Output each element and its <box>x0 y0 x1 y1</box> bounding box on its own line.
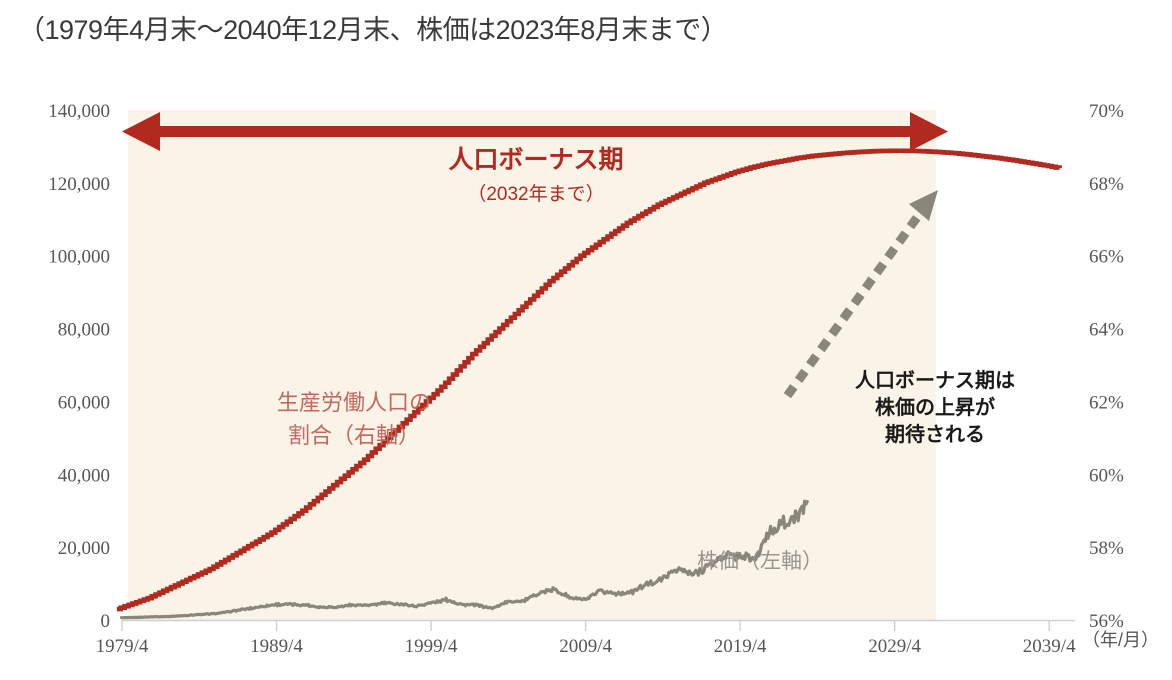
right-axis-tick-label: 56% <box>1089 611 1124 632</box>
chart-title: （1979年4月末～2040年12月末、株価は2023年8月末まで） <box>18 15 728 45</box>
right-axis-tick-label: 68% <box>1089 174 1124 195</box>
left-axis-tick-label: 0 <box>101 611 111 632</box>
x-axis-tick-label: 1999/4 <box>405 636 458 657</box>
right-axis-tick-label: 66% <box>1089 247 1124 268</box>
series-working-population-ratio <box>116 148 1062 612</box>
right-axis-ticks: 56% 58% 60% 62% 64% 66% 68% 70% <box>1089 101 1124 632</box>
annotation-bonus-period-title: 人口ボーナス期 <box>448 146 623 174</box>
left-axis-tick-label: 140,000 <box>48 101 110 122</box>
right-axis-tick-label: 58% <box>1089 538 1124 559</box>
series-stock-price <box>119 499 809 620</box>
x-axis-tick-label: 2029/4 <box>868 636 921 657</box>
annotation-bonus-period-subtitle: （2032年まで） <box>467 183 604 205</box>
annotation-working-population-line1: 生産労働人口の <box>277 390 431 415</box>
annotation-stock-price-label: 株価（左軸） <box>697 550 823 573</box>
left-axis-ticks: 0 20,000 40,000 60,000 80,000 100,000 120,000 1… <box>48 101 110 632</box>
stock-rise-expectation-arrow <box>783 190 938 399</box>
right-axis-tick-label: 60% <box>1089 465 1124 486</box>
bonus-period-arrow <box>122 112 948 151</box>
left-axis-tick-label: 40,000 <box>58 465 110 486</box>
x-axis-tick-label: 1979/4 <box>96 636 149 657</box>
left-axis-tick-label: 60,000 <box>58 392 110 413</box>
annotation-expectation-line2: 株価の上昇が <box>875 395 995 419</box>
right-axis-tick-label: 70% <box>1089 101 1124 122</box>
left-axis-tick-label: 100,000 <box>48 247 110 268</box>
left-axis-tick-label: 120,000 <box>48 174 110 195</box>
x-axis-unit-label: （年/月） <box>1082 630 1159 650</box>
annotation-expectation-line3: 期待される <box>885 422 985 446</box>
left-axis-tick-label: 20,000 <box>58 538 110 559</box>
right-axis-tick-label: 62% <box>1089 392 1124 413</box>
right-axis-tick-label: 64% <box>1089 320 1124 341</box>
x-axis-tick-label: 1989/4 <box>250 636 303 657</box>
annotation-expectation-line1: 人口ボーナス期は <box>855 369 1015 392</box>
x-axis-tick-label: 2019/4 <box>714 636 767 657</box>
annotation-working-population-line2: 割合（右軸） <box>288 423 420 448</box>
left-axis-tick-label: 80,000 <box>58 320 110 341</box>
x-axis-ticks: 1979/4 1989/4 1999/4 2009/4 2019/4 2029/4 2039… <box>96 620 1076 657</box>
x-axis-tick-label: 2009/4 <box>559 636 612 657</box>
x-axis-tick-label: 2039/4 <box>1023 636 1076 657</box>
